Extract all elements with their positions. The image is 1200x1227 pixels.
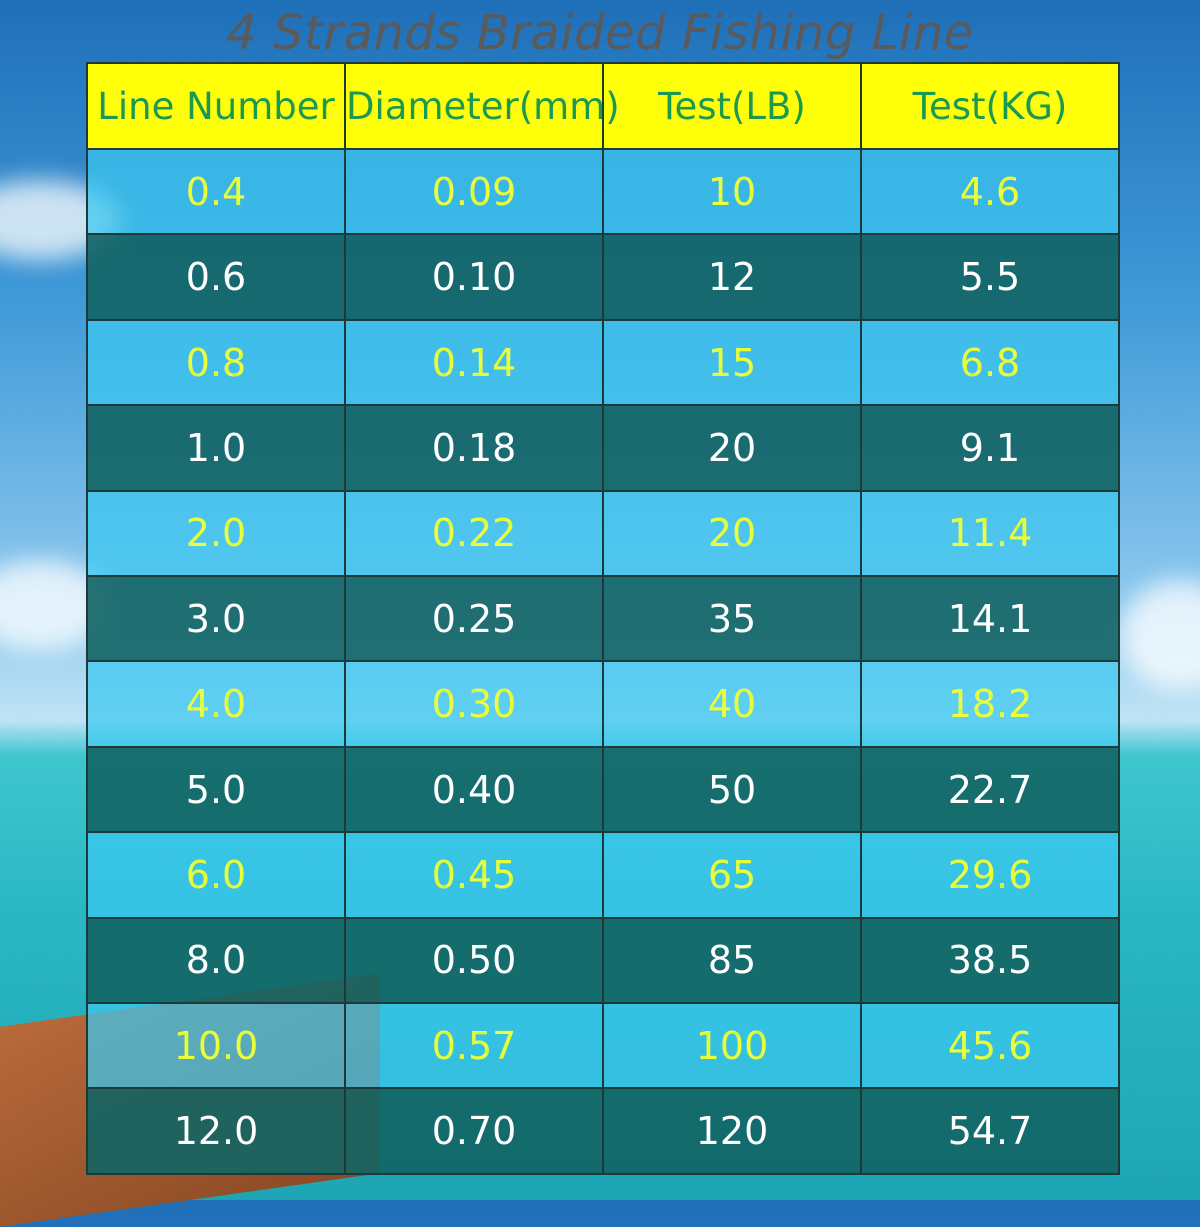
cell-test-kg: 11.4 (860, 489, 1120, 578)
cell-test-lb: 40 (602, 660, 862, 748)
cell-test-kg: 38.5 (860, 916, 1120, 1005)
cell-diameter: 0.30 (344, 660, 604, 748)
table-row: 2.0 0.22 20 11.4 (86, 489, 1120, 578)
cell-line-number: 8.0 (86, 916, 346, 1005)
cell-diameter: 0.40 (344, 745, 604, 834)
table-row: 0.4 0.09 10 4.6 (86, 147, 1120, 236)
cell-line-number: 0.4 (86, 147, 346, 236)
header-diameter: Diameter(mm) (344, 62, 620, 150)
cell-line-number: 0.6 (86, 233, 346, 321)
table-row: 8.0 0.50 85 38.5 (86, 916, 1120, 1005)
table-row: 10.0 0.57 100 45.6 (86, 1002, 1120, 1090)
table-row: 0.8 0.14 15 6.8 (86, 318, 1120, 407)
spec-table: Line Number Diameter(mm) Test(LB) Test(K… (86, 62, 1120, 1175)
cell-test-lb: 50 (602, 745, 862, 834)
table-row: 5.0 0.40 50 22.7 (86, 745, 1120, 834)
cell-diameter: 0.45 (344, 831, 604, 919)
cell-test-kg: 45.6 (860, 1002, 1120, 1090)
cell-test-kg: 4.6 (860, 147, 1120, 236)
table-row: 0.6 0.10 12 5.5 (86, 233, 1120, 321)
cell-line-number: 5.0 (86, 745, 346, 834)
cell-test-kg: 54.7 (860, 1087, 1120, 1175)
cell-test-lb: 35 (602, 575, 862, 663)
cell-test-kg: 6.8 (860, 318, 1120, 407)
cell-diameter: 0.14 (344, 318, 604, 407)
cell-line-number: 2.0 (86, 489, 346, 578)
cell-test-lb: 120 (602, 1087, 862, 1175)
page-title: 4 Strands Braided Fishing Line (226, 5, 974, 61)
cell-test-lb: 20 (602, 404, 862, 492)
cell-diameter: 0.70 (344, 1087, 604, 1175)
cell-diameter: 0.09 (344, 147, 604, 236)
cell-line-number: 0.8 (86, 318, 346, 407)
table-row: 6.0 0.45 65 29.6 (86, 831, 1120, 919)
cell-line-number: 6.0 (86, 831, 346, 919)
table-row: 4.0 0.30 40 18.2 (86, 660, 1120, 748)
cell-test-lb: 85 (602, 916, 862, 1005)
cell-test-kg: 22.7 (860, 745, 1120, 834)
header-test-kg: Test(KG) (860, 62, 1120, 150)
cell-test-kg: 5.5 (860, 233, 1120, 321)
cell-diameter: 0.57 (344, 1002, 604, 1090)
cell-line-number: 10.0 (86, 1002, 346, 1090)
cell-diameter: 0.18 (344, 404, 604, 492)
cell-line-number: 4.0 (86, 660, 346, 748)
background-cloud (1120, 580, 1200, 690)
cell-test-kg: 9.1 (860, 404, 1120, 492)
cell-test-lb: 15 (602, 318, 862, 407)
cell-diameter: 0.25 (344, 575, 604, 663)
cell-test-kg: 29.6 (860, 831, 1120, 919)
table-header-row: Line Number Diameter(mm) Test(LB) Test(K… (86, 62, 1120, 150)
table-row: 1.0 0.18 20 9.1 (86, 404, 1120, 492)
table-row: 12.0 0.70 120 54.7 (86, 1087, 1120, 1175)
cell-test-lb: 100 (602, 1002, 862, 1090)
header-line-number: Line Number (86, 62, 346, 150)
cell-test-lb: 12 (602, 233, 862, 321)
cell-test-kg: 18.2 (860, 660, 1120, 748)
cell-test-lb: 10 (602, 147, 862, 236)
header-test-lb: Test(LB) (602, 62, 862, 150)
cell-diameter: 0.22 (344, 489, 604, 578)
cell-test-lb: 20 (602, 489, 862, 578)
cell-line-number: 1.0 (86, 404, 346, 492)
cell-diameter: 0.50 (344, 916, 604, 1005)
table-row: 3.0 0.25 35 14.1 (86, 575, 1120, 663)
cell-line-number: 12.0 (86, 1087, 346, 1175)
cell-line-number: 3.0 (86, 575, 346, 663)
cell-diameter: 0.10 (344, 233, 604, 321)
cell-test-kg: 14.1 (860, 575, 1120, 663)
cell-test-lb: 65 (602, 831, 862, 919)
